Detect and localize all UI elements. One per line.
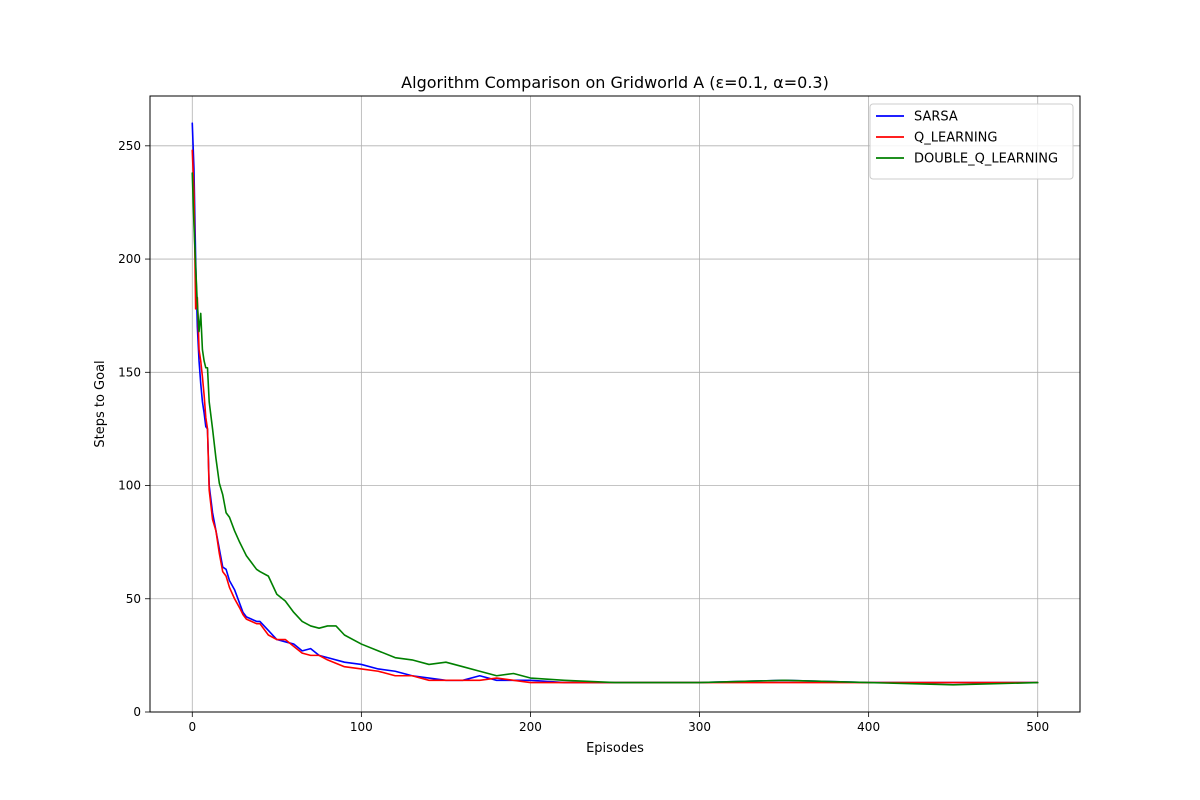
x-tick-label: 200 bbox=[519, 720, 542, 734]
x-tick-label: 100 bbox=[350, 720, 373, 734]
x-tick-label: 0 bbox=[188, 720, 196, 734]
y-tick-label: 200 bbox=[118, 252, 141, 266]
series-line-double-q-learning bbox=[191, 172, 1039, 686]
y-axis-label: Steps to Goal bbox=[93, 360, 108, 447]
y-tick-label: 0 bbox=[133, 705, 141, 719]
y-tick-label: 150 bbox=[118, 365, 141, 379]
legend-label: Q_LEARNING bbox=[914, 131, 997, 146]
x-axis-label: Episodes bbox=[586, 741, 644, 756]
x-tick-label: 300 bbox=[688, 720, 711, 734]
series-line-q-learning bbox=[191, 149, 1039, 684]
x-tick-label: 500 bbox=[1026, 720, 1049, 734]
plot-frame bbox=[149, 95, 1081, 713]
y-tick-label: 50 bbox=[126, 592, 141, 606]
ticks: 0 100 200 300 400 500 0 50 100 150 200 250 bbox=[118, 139, 1049, 734]
grid bbox=[150, 96, 1080, 713]
legend: SARSA Q_LEARNING DOUBLE_Q_LEARNING bbox=[869, 103, 1074, 180]
legend-label: DOUBLE_Q_LEARNING bbox=[914, 152, 1058, 167]
chart-title: Algorithm Comparison on Gridworld A (ε=0… bbox=[401, 73, 829, 92]
y-tick-label: 100 bbox=[118, 479, 141, 493]
x-tick-label: 400 bbox=[857, 720, 880, 734]
y-tick-label: 250 bbox=[118, 139, 141, 153]
legend-box bbox=[869, 103, 1074, 180]
series-lines bbox=[191, 122, 1039, 686]
legend-label: SARSA bbox=[914, 110, 958, 125]
